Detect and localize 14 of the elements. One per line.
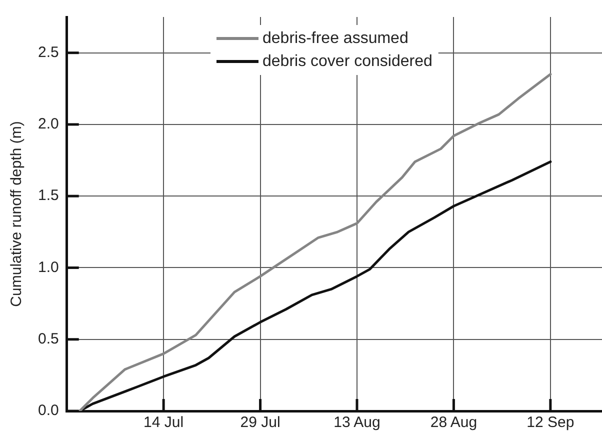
y-tick-label: 1.0 bbox=[38, 258, 59, 276]
x-tick-label: 13 Aug bbox=[334, 414, 380, 432]
y-axis-title: Cumulative runoff depth (m) bbox=[8, 121, 26, 307]
y-tick-label: 2.0 bbox=[38, 116, 59, 133]
y-tick-label: 0.0 bbox=[38, 402, 59, 420]
x-tick-label: 12 Sep bbox=[526, 414, 574, 432]
x-tick-label: 14 Jul bbox=[144, 414, 184, 432]
y-tick-label: 1.5 bbox=[38, 187, 59, 204]
y-tick-label: 0.5 bbox=[38, 330, 59, 348]
legend-label: debris-free assumed bbox=[262, 30, 408, 47]
x-tick-label: 29 Jul bbox=[240, 414, 280, 432]
y-tick-label: 2.5 bbox=[38, 44, 59, 61]
x-tick-label: 28 Aug bbox=[430, 414, 478, 432]
legend-label: debris cover considered bbox=[262, 52, 432, 70]
